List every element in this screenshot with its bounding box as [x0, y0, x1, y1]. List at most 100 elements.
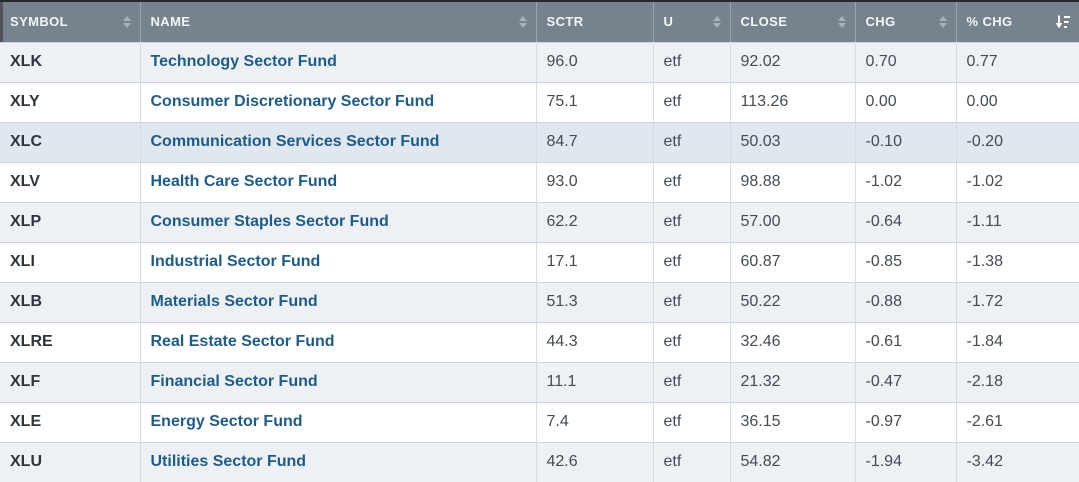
fund-name-link[interactable]: Industrial Sector Fund	[150, 253, 321, 270]
fund-name-link[interactable]: Health Care Sector Fund	[150, 173, 338, 190]
pct-chg-cell: -0.20	[955, 121, 1079, 162]
sctr-cell: 7.4	[535, 401, 653, 442]
close-cell: 57.00	[729, 201, 855, 242]
fund-name-link[interactable]: Technology Sector Fund	[150, 53, 337, 70]
column-header-label: SYMBOL	[10, 14, 69, 30]
close-cell: 50.22	[729, 281, 855, 322]
sctr-cell: 62.2	[535, 201, 653, 242]
sort-toggle-icon	[938, 15, 947, 28]
table-row[interactable]: XLP Consumer Staples Sector Fund 62.2 et…	[0, 201, 1079, 242]
unit-cell: etf	[652, 121, 730, 162]
column-header-pct_chg[interactable]: % CHG	[955, 2, 1079, 42]
column-header-name[interactable]: NAME	[139, 2, 536, 42]
sort-descending-icon	[1055, 15, 1070, 29]
fund-name-link[interactable]: Communication Services Sector Fund	[150, 133, 440, 150]
unit-cell: etf	[652, 81, 730, 122]
table-row[interactable]: XLF Financial Sector Fund 11.1 etf 21.32…	[0, 361, 1079, 402]
pct-chg-cell: -3.42	[955, 441, 1079, 482]
name-cell: Utilities Sector Fund	[139, 441, 536, 482]
symbol-cell: XLRE	[0, 321, 140, 362]
sort-toggle-icon	[712, 15, 721, 28]
unit-cell: etf	[652, 441, 730, 482]
symbol-cell: XLP	[0, 201, 140, 242]
name-cell: Technology Sector Fund	[139, 41, 536, 82]
unit-cell: etf	[652, 401, 730, 442]
sctr-cell: 75.1	[535, 81, 653, 122]
symbol-cell: XLU	[0, 441, 140, 482]
name-cell: Real Estate Sector Fund	[139, 321, 536, 362]
name-cell: Industrial Sector Fund	[139, 241, 536, 282]
table-row[interactable]: XLE Energy Sector Fund 7.4 etf 36.15 -0.…	[0, 401, 1079, 442]
sctr-cell: 44.3	[535, 321, 653, 362]
pct-chg-cell: -1.84	[955, 321, 1079, 362]
table-body: XLK Technology Sector Fund 96.0 etf 92.0…	[0, 41, 1079, 482]
close-cell: 60.87	[729, 241, 855, 282]
unit-cell: etf	[652, 281, 730, 322]
symbol-cell: XLF	[0, 361, 140, 402]
chg-cell: 0.70	[854, 41, 956, 82]
pct-chg-cell: 0.77	[955, 41, 1079, 82]
sctr-cell: 96.0	[535, 41, 653, 82]
column-header-label: SCTR	[546, 14, 584, 30]
symbol-cell: XLC	[0, 121, 140, 162]
table-row[interactable]: XLK Technology Sector Fund 96.0 etf 92.0…	[0, 41, 1079, 82]
table-row[interactable]: XLC Communication Services Sector Fund 8…	[0, 121, 1079, 162]
close-cell: 50.03	[729, 121, 855, 162]
chg-cell: -0.85	[854, 241, 956, 282]
chg-cell: -0.61	[854, 321, 956, 362]
column-header-sctr[interactable]: SCTR	[535, 2, 653, 42]
column-header-label: % CHG	[966, 14, 1013, 30]
fund-name-link[interactable]: Utilities Sector Fund	[150, 453, 307, 471]
column-header-u[interactable]: U	[652, 2, 730, 42]
pct-chg-cell: -1.72	[955, 281, 1079, 322]
close-cell: 32.46	[729, 321, 855, 362]
column-header-chg[interactable]: CHG	[854, 2, 956, 42]
table-row[interactable]: XLV Health Care Sector Fund 93.0 etf 98.…	[0, 161, 1079, 202]
sctr-cell: 42.6	[535, 441, 653, 482]
unit-cell: etf	[652, 321, 730, 362]
table-row[interactable]: XLRE Real Estate Sector Fund 44.3 etf 32…	[0, 321, 1079, 362]
close-cell: 36.15	[729, 401, 855, 442]
pct-chg-cell: -1.11	[955, 201, 1079, 242]
fund-name-link[interactable]: Real Estate Sector Fund	[150, 333, 335, 350]
sort-toggle-icon	[518, 15, 527, 28]
sctr-cell: 11.1	[535, 361, 653, 402]
sctr-cell: 93.0	[535, 161, 653, 202]
table-row[interactable]: XLB Materials Sector Fund 51.3 etf 50.22…	[0, 281, 1079, 322]
name-cell: Financial Sector Fund	[139, 361, 536, 402]
column-header-label: CHG	[865, 14, 896, 30]
chg-cell: -0.10	[854, 121, 956, 162]
close-cell: 113.26	[729, 81, 855, 122]
name-cell: Energy Sector Fund	[139, 401, 536, 442]
sctr-cell: 51.3	[535, 281, 653, 322]
sort-toggle-icon	[837, 15, 846, 28]
close-cell: 92.02	[729, 41, 855, 82]
symbol-cell: XLB	[0, 281, 140, 322]
name-cell: Consumer Staples Sector Fund	[139, 201, 536, 242]
fund-name-link[interactable]: Financial Sector Fund	[150, 373, 318, 390]
table-row[interactable]: XLY Consumer Discretionary Sector Fund 7…	[0, 81, 1079, 122]
column-header-symbol[interactable]: SYMBOL	[0, 2, 140, 42]
table-row[interactable]: XLU Utilities Sector Fund 42.6 etf 54.82…	[0, 441, 1079, 482]
table-header-row: SYMBOL NAME SCTR U	[0, 2, 1079, 42]
pct-chg-cell: 0.00	[955, 81, 1079, 122]
name-cell: Health Care Sector Fund	[139, 161, 536, 202]
chg-cell: -1.02	[854, 161, 956, 202]
table-row[interactable]: XLI Industrial Sector Fund 17.1 etf 60.8…	[0, 241, 1079, 282]
sctr-cell: 84.7	[535, 121, 653, 162]
fund-name-link[interactable]: Consumer Staples Sector Fund	[150, 213, 389, 230]
fund-name-link[interactable]: Consumer Discretionary Sector Fund	[150, 93, 435, 110]
table-head: SYMBOL NAME SCTR U	[0, 2, 1079, 42]
column-header-close[interactable]: CLOSE	[729, 2, 855, 42]
unit-cell: etf	[652, 201, 730, 242]
fund-name-link[interactable]: Energy Sector Fund	[150, 413, 303, 430]
pct-chg-cell: -2.61	[955, 401, 1079, 442]
pct-chg-cell: -1.02	[955, 161, 1079, 202]
close-cell: 54.82	[729, 441, 855, 482]
pct-chg-cell: -1.38	[955, 241, 1079, 282]
chg-cell: 0.00	[854, 81, 956, 122]
name-cell: Consumer Discretionary Sector Fund	[139, 81, 536, 122]
fund-name-link[interactable]: Materials Sector Fund	[150, 293, 318, 310]
